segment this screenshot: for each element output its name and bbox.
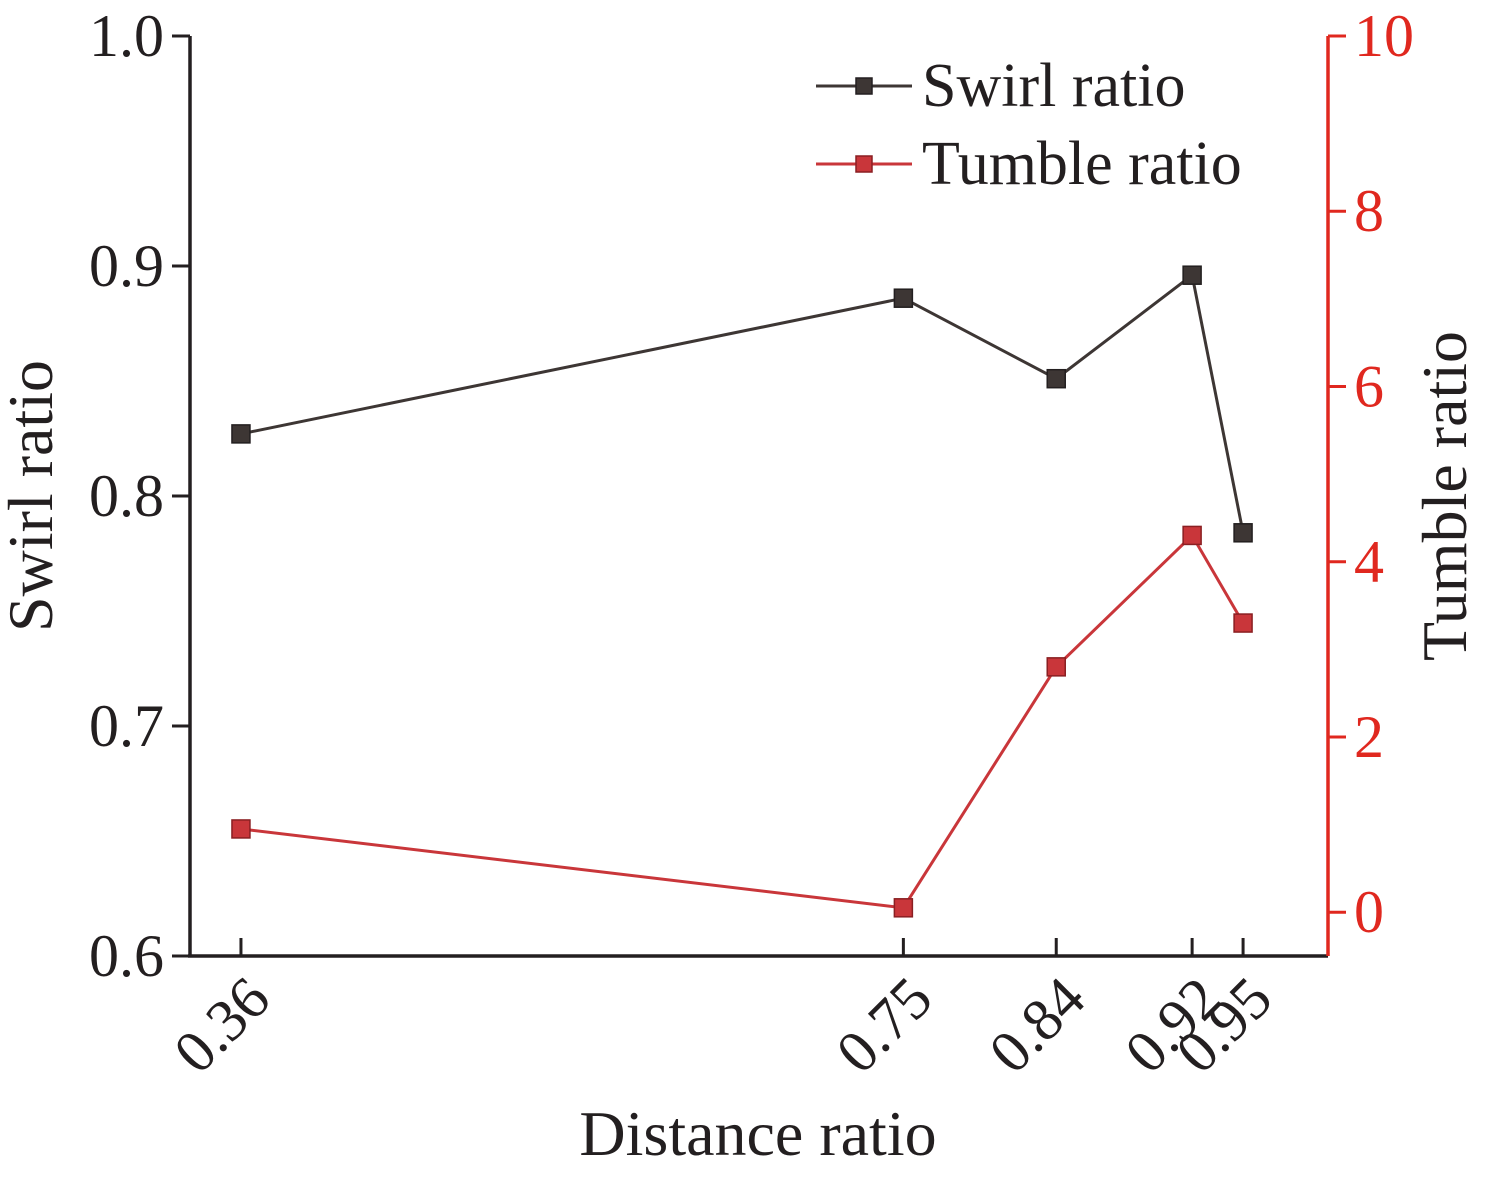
y2-tick-label-4: 8 (1354, 178, 1384, 244)
y2-tick-label-0: 0 (1354, 879, 1384, 945)
series-1-point-2 (1046, 657, 1066, 677)
y-axis-title: Swirl ratio (0, 360, 66, 632)
series-1-point-3 (1182, 525, 1202, 546)
series-0-point-2 (1046, 368, 1066, 389)
x-ticks: 0.36 0.75 0.84 0.920.95 (161, 938, 1284, 1085)
legend-swirl-label: Swirl ratio (922, 52, 1185, 120)
x-tick-label-0: 0.36 (161, 965, 282, 1086)
y2-tick-label-5: 10 (1354, 3, 1414, 69)
series-0-point-4 (1233, 523, 1253, 543)
legend-tumble-label: Tumble ratio (922, 130, 1242, 198)
series-0-point-3 (1182, 265, 1202, 285)
legend: Swirl ratio Tumble ratio (816, 52, 1242, 198)
series-1-point-4 (1233, 613, 1253, 633)
series-1-point-1 (893, 898, 914, 918)
left-ticks: 0.6 0.7 0.8 0.9 1.0 (89, 3, 190, 989)
series-line-1 (240, 533, 1245, 910)
y2-tick-label-2: 4 (1354, 529, 1384, 595)
series-0-point-0 (231, 424, 251, 444)
right-ticks: 0 2 4 6 8 10 (1328, 3, 1414, 945)
x-tick-label-1: 0.75 (824, 965, 945, 1086)
y2-axis-title: Tumble ratio (1409, 331, 1480, 661)
series-line-0 (240, 272, 1245, 534)
y-tick-label-3: 0.9 (89, 233, 164, 299)
legend-entry-tumble: Tumble ratio (816, 130, 1242, 198)
series-0-point-1 (893, 288, 914, 308)
y-tick-label-4: 1.0 (89, 3, 164, 69)
series-1-point-0 (231, 819, 251, 839)
y-tick-label-1: 0.7 (89, 693, 164, 759)
x-tick-label-2: 0.84 (977, 965, 1098, 1086)
x-axis-title: Distance ratio (579, 1098, 936, 1169)
y2-tick-label-3: 6 (1354, 353, 1384, 419)
y-tick-label-0: 0.6 (89, 923, 164, 989)
series-layer (231, 265, 1253, 918)
legend-tumble-marker (855, 155, 873, 173)
legend-entry-swirl: Swirl ratio (816, 52, 1185, 120)
y-tick-label-2: 0.8 (89, 463, 164, 529)
y2-tick-label-1: 2 (1354, 704, 1384, 770)
legend-swirl-marker (855, 77, 873, 95)
